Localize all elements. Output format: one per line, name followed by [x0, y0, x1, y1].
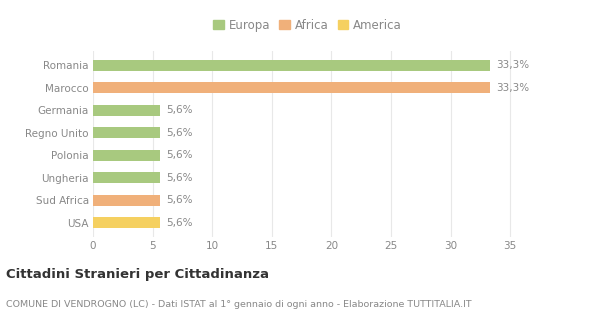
Bar: [93, 217, 160, 228]
Bar: [93, 105, 160, 116]
Text: 5,6%: 5,6%: [166, 195, 192, 205]
Legend: Europa, Africa, America: Europa, Africa, America: [211, 16, 404, 34]
Bar: [93, 82, 490, 93]
Text: 5,6%: 5,6%: [166, 173, 192, 183]
Bar: [93, 172, 160, 183]
Text: COMUNE DI VENDROGNO (LC) - Dati ISTAT al 1° gennaio di ogni anno - Elaborazione : COMUNE DI VENDROGNO (LC) - Dati ISTAT al…: [6, 300, 472, 309]
Bar: [93, 195, 160, 206]
Text: 33,3%: 33,3%: [496, 83, 529, 93]
Text: Cittadini Stranieri per Cittadinanza: Cittadini Stranieri per Cittadinanza: [6, 268, 269, 281]
Bar: [93, 60, 490, 71]
Text: 5,6%: 5,6%: [166, 105, 192, 115]
Bar: [93, 150, 160, 161]
Text: 5,6%: 5,6%: [166, 150, 192, 160]
Text: 33,3%: 33,3%: [496, 60, 529, 70]
Bar: [93, 127, 160, 138]
Text: 5,6%: 5,6%: [166, 128, 192, 138]
Text: 5,6%: 5,6%: [166, 218, 192, 228]
